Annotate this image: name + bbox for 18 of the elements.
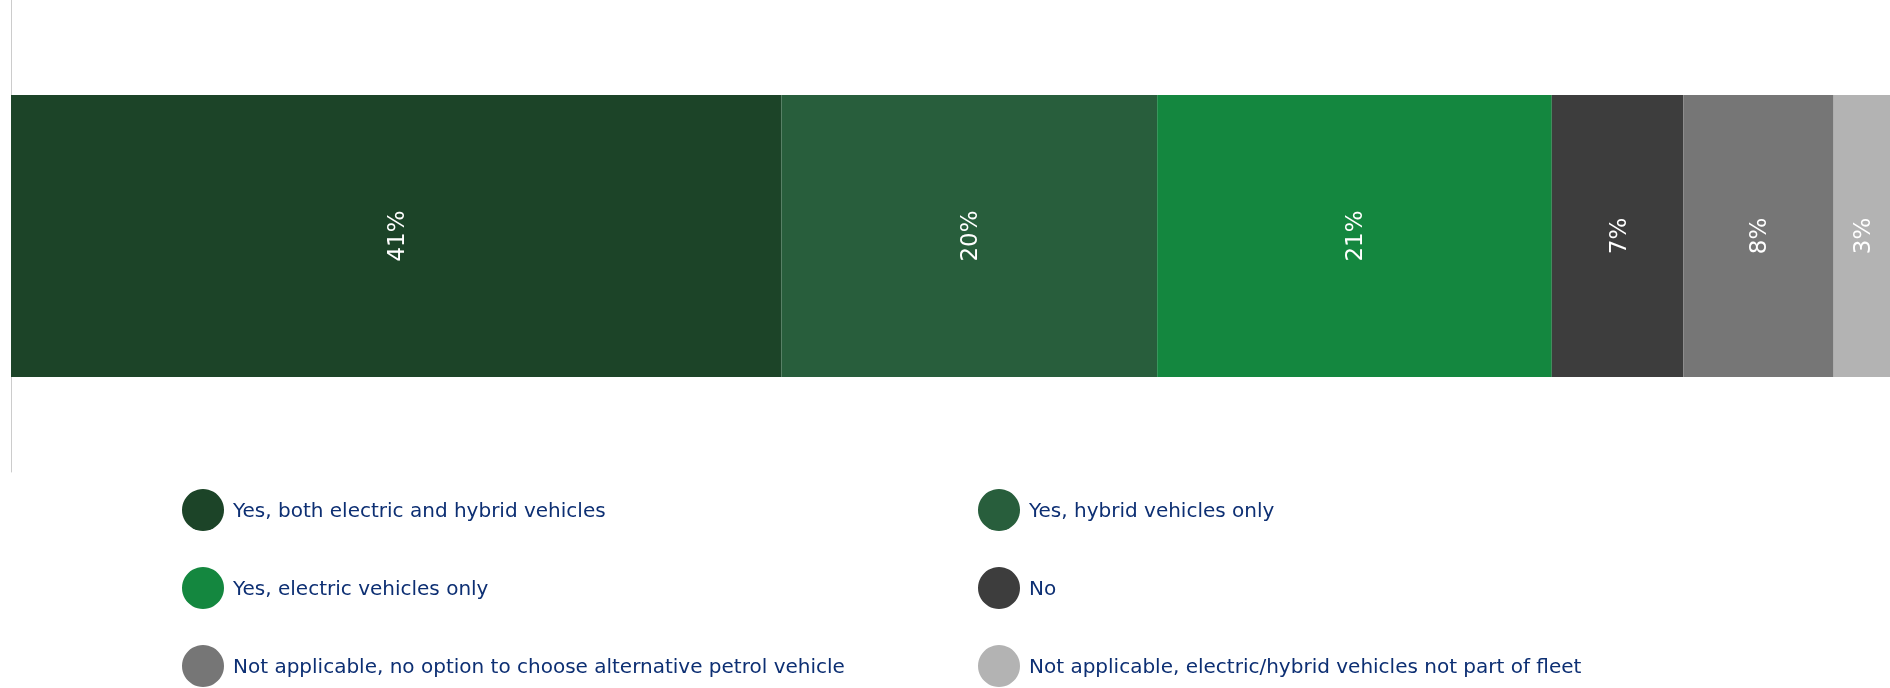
- bar: [1833, 95, 1890, 377]
- legend-label: Not applicable, electric/hybrid vehicles not part of fleet: [1029, 654, 1582, 678]
- legend-label: No: [1029, 576, 1057, 600]
- bar: [1157, 95, 1552, 377]
- data-label: 8%: [1745, 217, 1772, 255]
- legend-label: Yes, electric vehicles only: [232, 576, 489, 600]
- data-label: 7%: [1604, 217, 1631, 255]
- bar: [1683, 95, 1834, 377]
- legend-label: Not applicable, no option to choose alternative petrol vehicle: [233, 654, 845, 678]
- data-label: 41%: [383, 210, 410, 262]
- data-label: 3%: [1848, 217, 1875, 255]
- data-label: 21%: [1341, 210, 1368, 262]
- bar: [11, 95, 782, 377]
- legend-label: Yes, both electric and hybrid vehicles: [232, 498, 606, 522]
- legend-label: Yes, hybrid vehicles only: [1028, 498, 1275, 522]
- bar: [1551, 95, 1684, 377]
- bar: [781, 95, 1158, 377]
- data-label: 20%: [956, 210, 983, 262]
